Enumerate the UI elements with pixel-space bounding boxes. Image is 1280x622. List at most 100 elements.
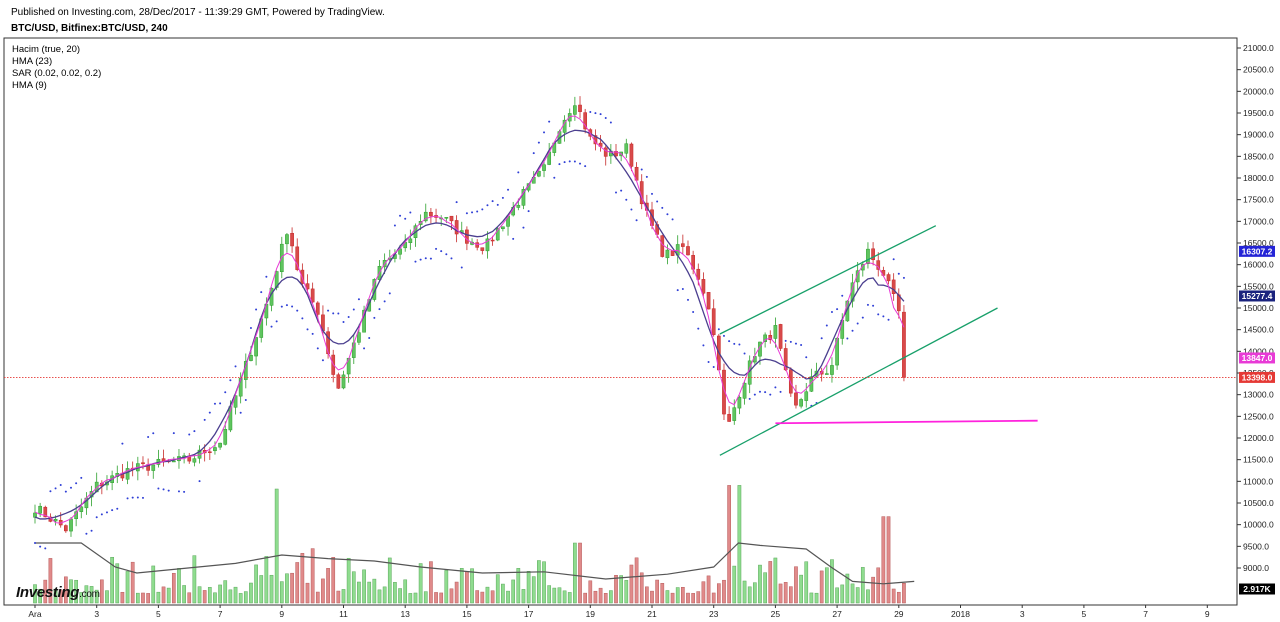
volume-bar bbox=[53, 588, 58, 604]
channel-upper-line bbox=[719, 225, 937, 335]
volume-bar bbox=[670, 592, 675, 604]
candle-body bbox=[737, 397, 742, 409]
volume-bar bbox=[423, 591, 428, 604]
volume-bar bbox=[645, 586, 649, 604]
sar-dot bbox=[280, 305, 283, 308]
x-tick-label: 5 bbox=[156, 609, 161, 619]
volume-bar bbox=[603, 593, 608, 604]
sar-dot bbox=[157, 487, 160, 490]
volume-bar bbox=[192, 555, 197, 604]
candle-body bbox=[824, 373, 829, 375]
sar-dot bbox=[661, 206, 664, 209]
price-label-box bbox=[1239, 352, 1275, 364]
volume-bar bbox=[99, 579, 104, 604]
volume-bar bbox=[788, 586, 793, 604]
volume-bar bbox=[840, 584, 845, 604]
sar-dot bbox=[476, 210, 479, 213]
sar-dot bbox=[774, 386, 777, 389]
volume-bar bbox=[290, 572, 294, 604]
sar-dot bbox=[383, 300, 386, 303]
sar-dot bbox=[54, 487, 57, 490]
volume-bar bbox=[506, 590, 510, 604]
volume-bar bbox=[470, 568, 474, 604]
volume-bar bbox=[403, 579, 408, 604]
sar-dot bbox=[676, 289, 679, 292]
volume-bar bbox=[567, 592, 572, 604]
candle-body bbox=[583, 112, 588, 130]
volume-bar bbox=[33, 584, 37, 604]
candle-body bbox=[449, 215, 454, 222]
candle-body bbox=[362, 309, 366, 333]
y-tick-label: 11500.0 bbox=[1243, 455, 1273, 465]
sar-dot bbox=[769, 393, 772, 396]
sar-dot bbox=[332, 312, 335, 315]
sar-dot bbox=[563, 161, 566, 164]
sar-dot bbox=[645, 175, 648, 178]
volume-bar bbox=[79, 592, 84, 604]
sar-dot bbox=[136, 496, 139, 499]
y-tick-label: 19000.0 bbox=[1243, 130, 1274, 140]
sar-dot bbox=[666, 213, 669, 216]
sar-dot bbox=[69, 486, 72, 489]
volume-bar bbox=[444, 570, 449, 604]
candle-body bbox=[485, 238, 490, 252]
sar-dot bbox=[208, 411, 211, 414]
sar-dot bbox=[404, 217, 407, 220]
candle-body bbox=[830, 365, 834, 375]
sar-dot bbox=[244, 398, 247, 401]
volume-bar bbox=[161, 586, 166, 604]
y-tick-label: 9500.0 bbox=[1243, 541, 1269, 551]
x-tick-label: 9 bbox=[279, 609, 284, 619]
x-tick-label: 11 bbox=[339, 609, 348, 619]
sar-dot bbox=[579, 162, 582, 165]
price-label-text: 16307.2 bbox=[1242, 246, 1273, 256]
volume-bar bbox=[43, 579, 48, 604]
sar-dot bbox=[429, 257, 432, 260]
volume-bar bbox=[634, 557, 639, 604]
x-tick-label: 27 bbox=[832, 609, 842, 619]
sar-dot bbox=[188, 433, 191, 436]
sar-dot bbox=[794, 342, 797, 345]
volume-bar bbox=[197, 586, 202, 604]
candle-body bbox=[310, 288, 315, 303]
candle-body bbox=[151, 464, 156, 471]
candle-body bbox=[866, 248, 870, 264]
y-tick-label: 14000.0 bbox=[1243, 346, 1274, 356]
volume-bar bbox=[794, 566, 798, 604]
sar-dot bbox=[753, 393, 756, 396]
sar-dot bbox=[337, 312, 340, 315]
volume-bar bbox=[819, 570, 824, 604]
sar-dot bbox=[841, 294, 844, 297]
sar-dot bbox=[779, 390, 782, 393]
candle-body bbox=[542, 164, 546, 171]
legend-hma9: HMA (9) bbox=[12, 80, 47, 91]
volume-bar bbox=[835, 587, 839, 604]
volume-bar bbox=[156, 591, 161, 604]
candle-body bbox=[706, 292, 711, 310]
volume-bar bbox=[367, 581, 372, 604]
price-label-box bbox=[1239, 583, 1275, 595]
sar-dot bbox=[522, 226, 525, 229]
sar-dot bbox=[573, 160, 576, 163]
volume-bar bbox=[881, 516, 886, 604]
candle-body bbox=[773, 325, 778, 339]
sar-dot bbox=[440, 250, 443, 253]
volume-bar bbox=[624, 580, 629, 604]
volume-bar bbox=[141, 592, 145, 604]
sar-dot bbox=[836, 308, 839, 311]
candle-body bbox=[207, 451, 212, 453]
volume-bar bbox=[629, 564, 634, 604]
y-tick-label: 12000.0 bbox=[1243, 433, 1274, 443]
sar-dot bbox=[630, 208, 633, 211]
volume-bar bbox=[429, 561, 433, 604]
volume-bar bbox=[89, 586, 94, 604]
volume-bar bbox=[501, 583, 505, 604]
candle-body bbox=[290, 232, 294, 247]
volume-bar bbox=[310, 548, 315, 604]
candle-body bbox=[876, 260, 881, 270]
volume-bar bbox=[182, 585, 186, 604]
candle-body bbox=[788, 369, 793, 394]
sar-dot bbox=[399, 214, 402, 217]
volume-bar bbox=[742, 580, 747, 604]
